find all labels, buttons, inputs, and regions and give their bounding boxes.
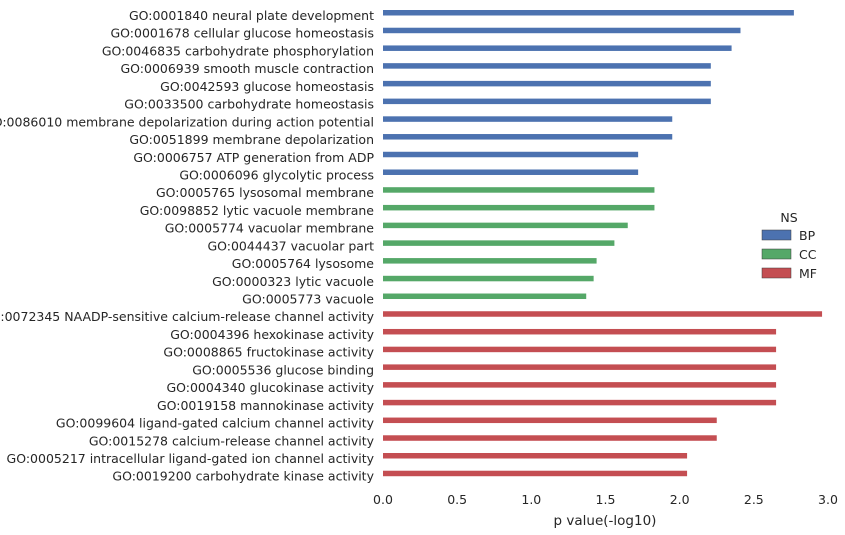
- category-label: GO:0005773 vacuole: [242, 292, 374, 307]
- category-label: GO:0072345 NAADP-sensitive calcium-relea…: [0, 309, 375, 324]
- bar-mf: [383, 311, 823, 317]
- legend-label-bp: BP: [799, 228, 816, 243]
- bar-bp: [383, 151, 639, 158]
- category-label: GO:0051899 membrane depolarization: [129, 132, 374, 147]
- legend-swatch-bp: [761, 229, 792, 241]
- category-label: GO:0001840 neural plate development: [129, 8, 374, 23]
- bar-cc: [383, 275, 594, 282]
- legend-label-mf: MF: [799, 266, 817, 281]
- legend-swatch-cc: [761, 248, 792, 260]
- category-label: GO:0005536 glucose binding: [192, 362, 374, 377]
- category-label: GO:0098852 lytic vacuole membrane: [140, 203, 375, 218]
- category-label: GO:0099604 ligand-gated calcium channel …: [56, 416, 375, 431]
- category-label: GO:0005765 lysosomal membrane: [156, 185, 374, 200]
- legend-swatch-mf: [761, 267, 792, 279]
- category-label: GO:0004396 hexokinase activity: [170, 327, 374, 342]
- x-axis-ticks: 0.0 0.5 1.0 1.5 2.0 2.5 3.0: [373, 492, 838, 507]
- category-label: GO:0015278 calcium-release channel activ…: [89, 433, 375, 448]
- x-tick-label: 0.0: [373, 492, 393, 507]
- x-tick-label: 3.0: [818, 492, 838, 507]
- category-label: GO:0005774 vacuolar membrane: [165, 221, 375, 236]
- x-tick-label: 2.5: [744, 492, 764, 507]
- legend: NS BP CC MF: [761, 210, 817, 281]
- category-label: GO:0008865 fructokinase activity: [163, 345, 374, 360]
- category-label: GO:0042593 glucose homeostasis: [160, 79, 374, 94]
- category-label: GO:0006939 smooth muscle contraction: [120, 61, 374, 76]
- x-tick-label: 2.0: [670, 492, 690, 507]
- bar-cc: [383, 258, 597, 264]
- bar-cc: [383, 240, 615, 246]
- category-label: GO:0086010 membrane depolarization durin…: [0, 114, 374, 129]
- bar-bp: [383, 98, 711, 105]
- bar-bp: [383, 116, 673, 122]
- bar-mf: [383, 453, 688, 459]
- legend-title: NS: [780, 210, 797, 225]
- bar-cc: [383, 222, 628, 229]
- category-label: GO:0019200 carbohydrate kinase activity: [112, 469, 374, 484]
- category-label: GO:0001678 cellular glucose homeostasis: [110, 26, 374, 41]
- bar-bp: [383, 63, 711, 69]
- bar-mf: [383, 470, 688, 477]
- category-labels: GO:0001840 neural plate development GO:00…: [0, 8, 375, 484]
- bar-bp: [383, 45, 732, 51]
- category-label: GO:0033500 carbohydrate homeostasis: [124, 97, 374, 112]
- bar-cc: [383, 204, 655, 211]
- bar-mf: [383, 346, 777, 353]
- bar-mf: [383, 382, 777, 388]
- bar-mf: [383, 417, 717, 424]
- category-label: GO:0046835 carbohydrate phosphorylation: [102, 43, 374, 58]
- category-label: GO:0019158 mannokinase activity: [157, 398, 375, 413]
- x-tick-label: 1.0: [521, 492, 541, 507]
- bar-bp: [383, 169, 639, 175]
- category-label: GO:0000323 lytic vacuole: [212, 274, 374, 289]
- bar-mf: [383, 364, 777, 370]
- bar-bp: [383, 134, 673, 140]
- bar-cc: [383, 187, 655, 193]
- category-label: GO:0004340 glucokinase activity: [166, 380, 374, 395]
- bar-mf: [383, 328, 777, 335]
- bar-mf: [383, 399, 777, 406]
- category-label: GO:0006757 ATP generation from ADP: [133, 150, 374, 165]
- bar-bp: [383, 80, 711, 87]
- legend-label-cc: CC: [799, 247, 817, 262]
- bar-cc: [383, 293, 587, 300]
- bars-layer: [383, 10, 823, 477]
- category-label: GO:0044437 vacuolar part: [207, 238, 374, 253]
- x-axis-label: p value(-log10): [554, 513, 657, 529]
- bar-bp: [383, 27, 741, 34]
- category-label: GO:0006096 glycolytic process: [179, 167, 374, 182]
- category-label: GO:0005217 intracellular ligand-gated io…: [7, 451, 375, 466]
- x-tick-label: 1.5: [596, 492, 616, 507]
- category-label: GO:0005764 lysosome: [232, 256, 375, 271]
- bar-bp: [383, 10, 794, 16]
- bar-mf: [383, 435, 717, 441]
- x-tick-label: 0.5: [447, 492, 467, 507]
